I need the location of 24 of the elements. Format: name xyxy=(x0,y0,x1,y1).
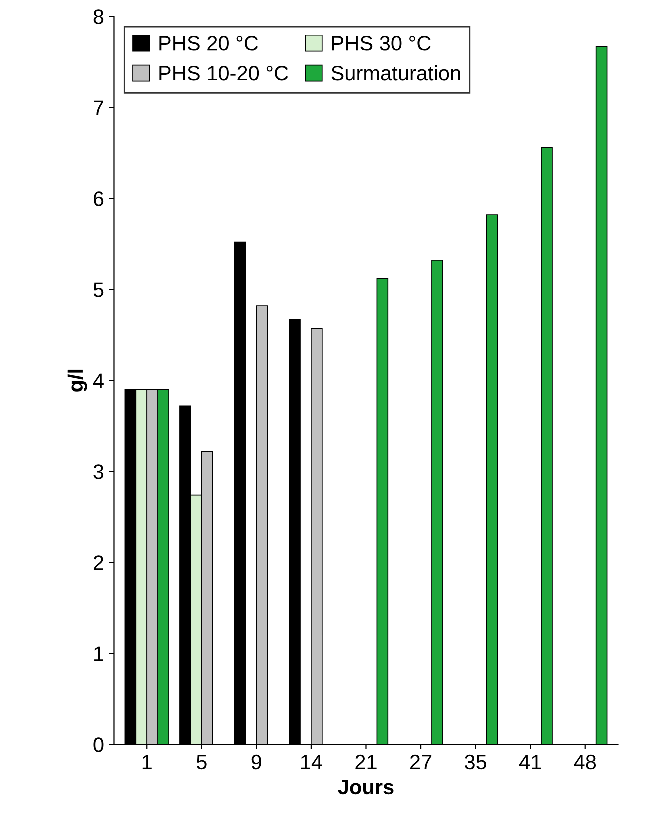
y-tick-label: 2 xyxy=(94,556,104,570)
legend-label: PHS 30 °C xyxy=(332,36,431,51)
x-axis-title: Jours xyxy=(338,780,394,795)
y-tick-label: 7 xyxy=(94,100,104,116)
y-tick-label: 5 xyxy=(94,282,104,298)
x-tick-label: 27 xyxy=(410,754,432,770)
y-tick-label: 6 xyxy=(94,192,104,206)
y-axis-title: g/l xyxy=(68,370,88,392)
y-tick-label: 4 xyxy=(93,374,104,388)
y-tick-label: 3 xyxy=(94,464,104,480)
y-tick-label: 8 xyxy=(94,10,104,24)
x-tick-label: 35 xyxy=(465,754,487,770)
legend-label: PHS 10-20 °C xyxy=(160,66,288,81)
x-tick-label: 21 xyxy=(356,754,377,770)
x-tick-label: 5 xyxy=(196,755,207,770)
y-tick-label: 0 xyxy=(94,738,104,752)
y-tick-label: 1 xyxy=(94,646,104,662)
x-tick-label: 1 xyxy=(142,755,152,770)
legend-label: Surmaturation xyxy=(332,65,460,81)
x-tick-label: 9 xyxy=(252,754,262,770)
x-tick-label: 48 xyxy=(574,754,596,770)
x-tick-label: 14 xyxy=(301,755,322,770)
x-tick-label: 41 xyxy=(519,755,542,770)
legend-label: PHS 20 °C xyxy=(160,36,258,51)
